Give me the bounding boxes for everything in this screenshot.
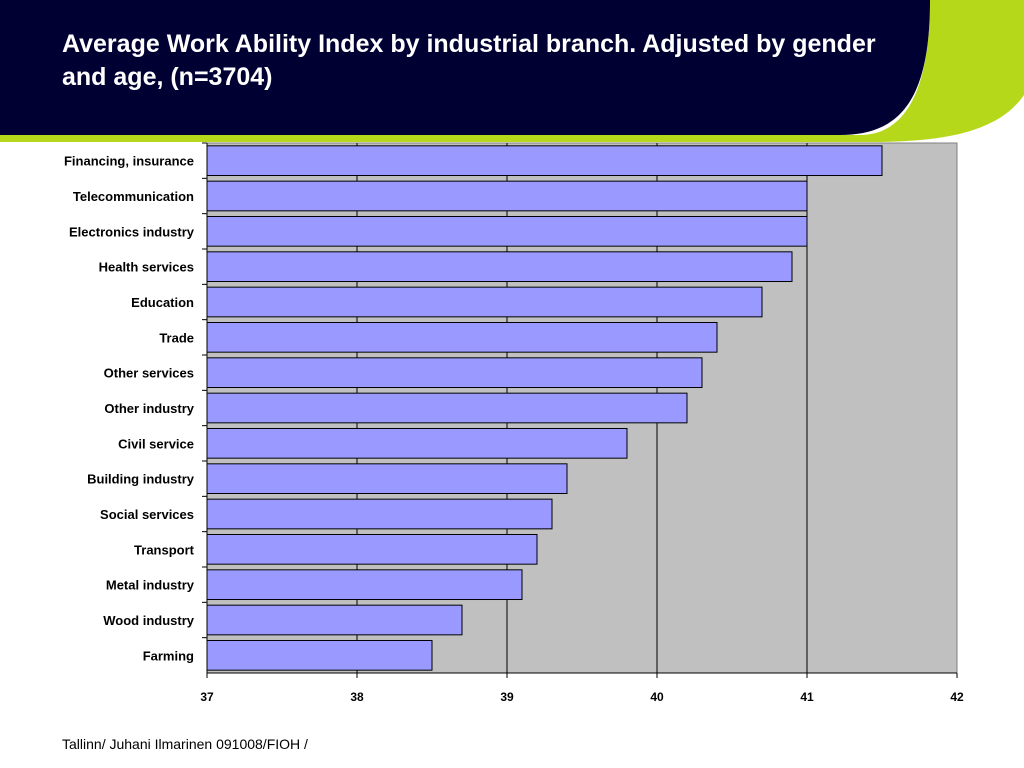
category-label: Financing, insurance: [64, 154, 194, 169]
bar: [206, 604, 463, 636]
bar: [206, 392, 688, 424]
category-label: Wood industry: [103, 613, 195, 628]
category-label: Social services: [100, 507, 194, 522]
x-tick-label: 38: [350, 690, 364, 704]
category-label: Civil service: [118, 436, 194, 451]
footer-text: Tallinn/ Juhani Ilmarinen 091008/FIOH /: [62, 736, 308, 752]
bar: [206, 286, 763, 318]
category-label: Farming: [143, 648, 194, 663]
bar: [206, 498, 553, 530]
bar: [206, 180, 808, 212]
category-label: Other industry: [104, 401, 194, 416]
category-label: Trade: [159, 330, 194, 345]
category-label: Electronics industry: [69, 224, 195, 239]
category-label: Health services: [99, 260, 194, 275]
header-navy-panel: [0, 0, 930, 135]
x-tick-label: 37: [200, 690, 214, 704]
category-label: Other services: [104, 366, 194, 381]
x-tick-label: 41: [800, 690, 814, 704]
x-tick-label: 42: [950, 690, 964, 704]
bar: [206, 251, 793, 283]
slide-title: Average Work Ability Index by industrial…: [62, 30, 876, 91]
bar-chart: 37 38 39 40 41 42 Financing, insurance Telecomm…: [64, 142, 964, 704]
category-label: Education: [131, 295, 194, 310]
bar: [206, 639, 433, 671]
category-label: Telecommunication: [73, 189, 194, 204]
x-tick-label: 40: [650, 690, 664, 704]
category-label: Metal industry: [106, 578, 195, 593]
bar: [206, 215, 808, 247]
bar: [206, 569, 523, 601]
bar: [206, 357, 703, 389]
x-tick-label: 39: [500, 690, 514, 704]
header-banner: [0, 0, 1024, 142]
bar: [206, 145, 883, 177]
bar: [206, 321, 718, 353]
bar: [206, 427, 628, 459]
category-label: Building industry: [87, 472, 195, 487]
bar: [206, 533, 538, 565]
bar: [206, 463, 568, 495]
category-label: Transport: [134, 542, 195, 557]
header-accent-swoosh: [0, 0, 1024, 142]
